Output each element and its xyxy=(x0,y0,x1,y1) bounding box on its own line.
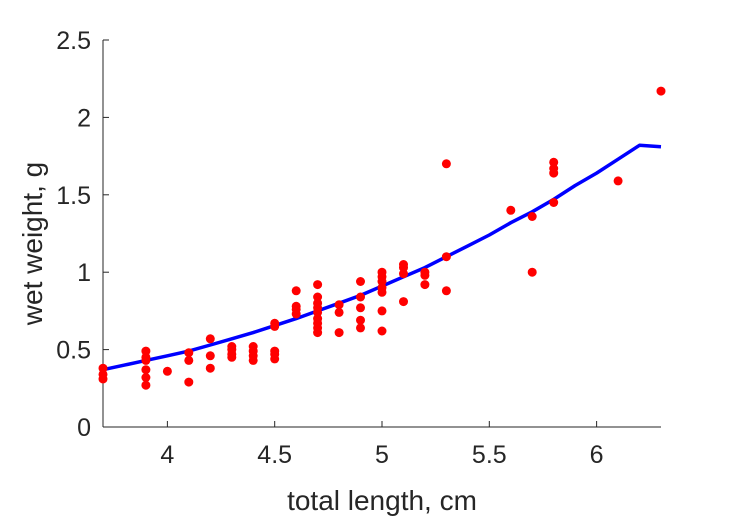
data-point xyxy=(377,283,387,293)
data-point xyxy=(420,280,430,290)
data-point xyxy=(141,365,151,375)
y-tick-label: 1 xyxy=(77,259,91,287)
data-points xyxy=(98,86,666,390)
data-point xyxy=(98,363,108,373)
data-point xyxy=(141,373,151,382)
data-point xyxy=(356,323,365,333)
y-tick-label: 2 xyxy=(77,104,91,132)
data-point xyxy=(162,366,172,376)
data-point xyxy=(205,334,215,344)
data-point xyxy=(248,342,258,351)
data-point xyxy=(313,292,323,302)
data-point xyxy=(334,328,344,338)
y-tick-label: 0 xyxy=(77,414,91,442)
y-axis-label: wet weight, g xyxy=(17,162,48,326)
data-point xyxy=(270,318,280,328)
x-axis-label: total length, cm xyxy=(287,485,477,516)
fit-curve xyxy=(102,143,662,372)
data-point xyxy=(98,369,108,379)
data-point xyxy=(377,267,387,277)
data-point xyxy=(356,292,365,302)
data-point xyxy=(613,176,623,186)
data-point xyxy=(506,205,516,215)
x-tick-label: 5.5 xyxy=(472,441,507,469)
data-point xyxy=(549,164,559,173)
data-point xyxy=(313,280,323,290)
x-tick-label: 4.5 xyxy=(257,441,292,469)
data-point xyxy=(334,307,344,317)
data-point xyxy=(399,297,408,307)
data-point xyxy=(141,380,151,390)
x-tick-label: 4 xyxy=(160,441,174,469)
data-point xyxy=(549,157,559,167)
data-point xyxy=(527,267,537,277)
data-point xyxy=(356,315,365,325)
data-point xyxy=(441,286,451,296)
data-point xyxy=(420,267,430,277)
data-point xyxy=(184,348,194,358)
data-point xyxy=(184,355,194,365)
x-tick-label: 6 xyxy=(590,441,604,469)
x-tick-label: 5 xyxy=(375,441,389,469)
data-point xyxy=(141,352,151,362)
fit-curve-group xyxy=(102,143,662,372)
data-point xyxy=(227,342,237,351)
data-point xyxy=(270,346,280,356)
data-point xyxy=(441,252,451,262)
data-point xyxy=(549,198,559,207)
y-tick-label: 1.5 xyxy=(56,182,91,210)
data-point xyxy=(184,377,194,387)
data-point xyxy=(356,303,365,313)
ticks: 4 4.5 5 5.5 6 0 0.5 1 1.5 2 2.5 xyxy=(56,27,603,469)
data-point xyxy=(291,301,301,311)
data-point xyxy=(205,351,215,361)
data-point xyxy=(334,300,344,310)
data-point xyxy=(527,212,537,221)
data-point xyxy=(441,159,451,169)
data-point xyxy=(313,314,323,324)
data-point xyxy=(377,306,387,316)
data-point xyxy=(205,363,215,373)
y-tick-label: 0.5 xyxy=(56,337,91,365)
data-point xyxy=(313,298,323,308)
data-point xyxy=(399,260,408,269)
axes xyxy=(102,40,661,428)
data-point xyxy=(356,277,365,286)
data-point xyxy=(291,286,301,296)
data-point xyxy=(141,346,151,356)
data-point xyxy=(656,86,666,96)
data-point xyxy=(377,326,387,336)
y-tick-label: 2.5 xyxy=(56,27,91,55)
